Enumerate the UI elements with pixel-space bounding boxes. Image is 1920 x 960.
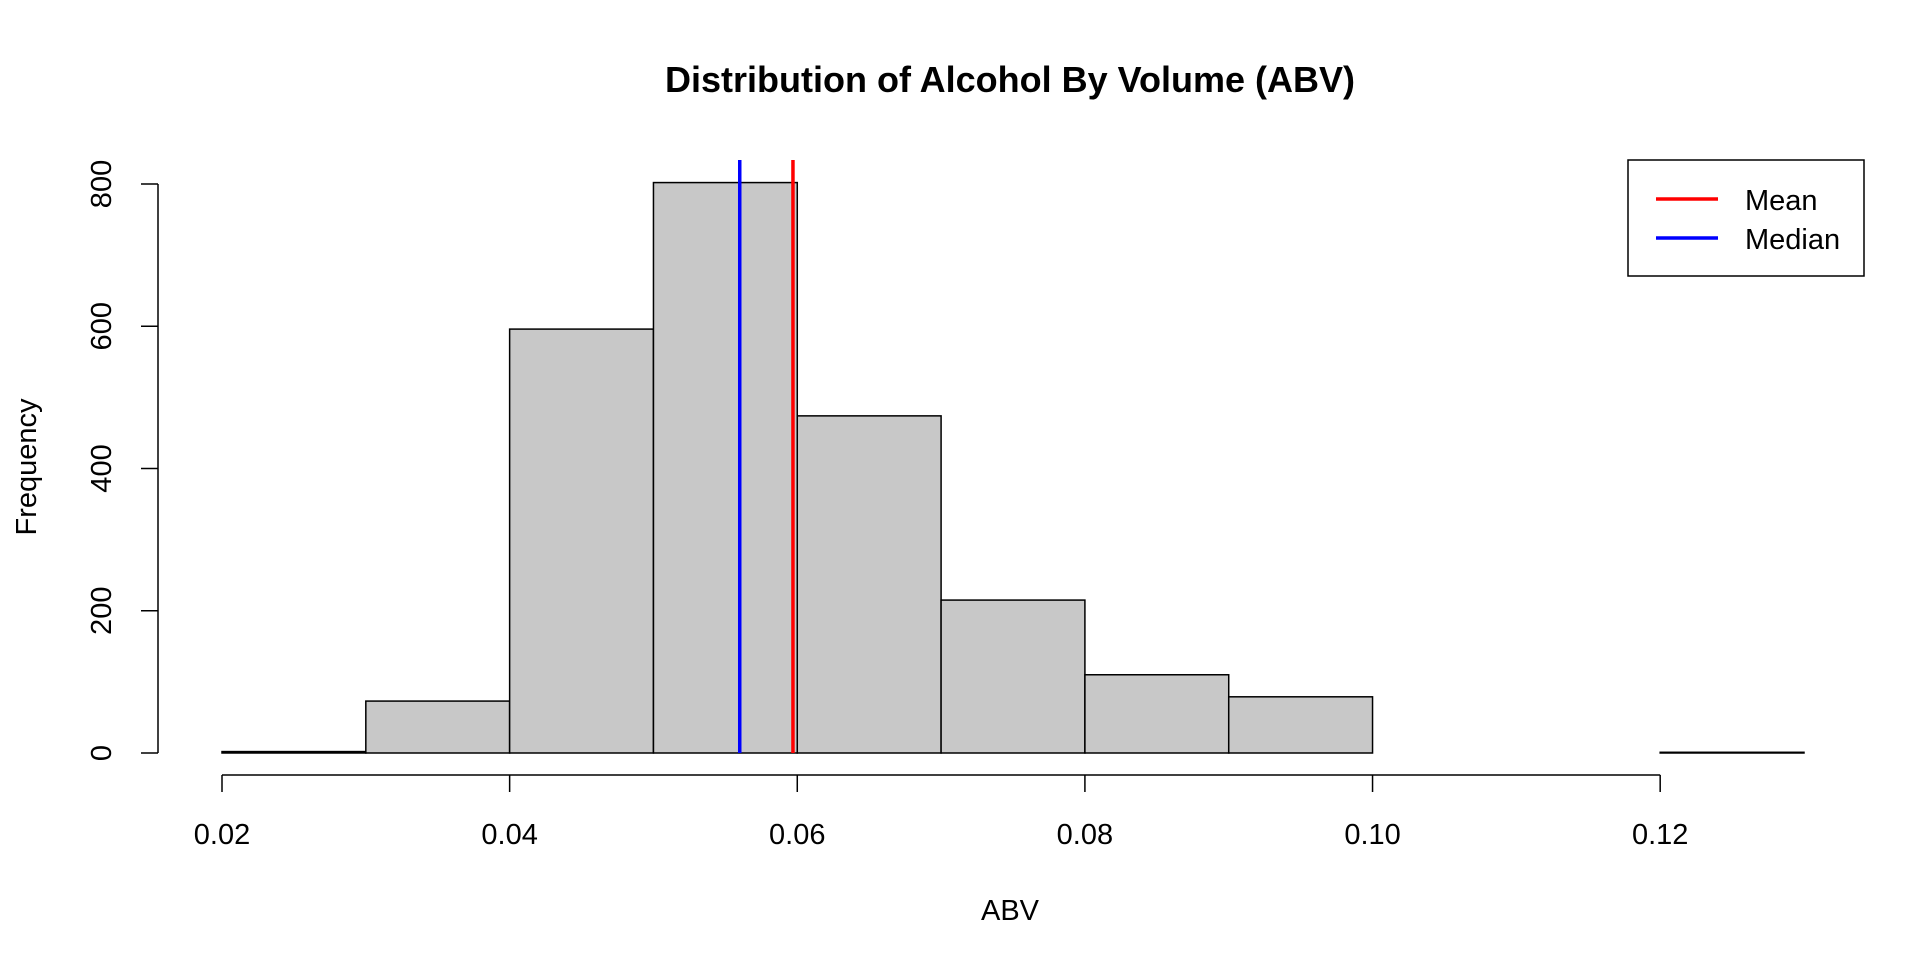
legend-box bbox=[1627, 159, 1865, 277]
histogram-bar-6 bbox=[1084, 674, 1230, 754]
y-tick-label-2: 400 bbox=[86, 444, 118, 492]
legend: Mean Median bbox=[1627, 159, 1865, 277]
legend-label-median: Median bbox=[1745, 224, 1840, 256]
x-tick-label-2: 0.06 bbox=[769, 819, 825, 851]
histogram-bar-7 bbox=[1227, 696, 1374, 754]
x-tick-label-0: 0.02 bbox=[194, 819, 250, 851]
histogram-bars bbox=[221, 181, 1805, 754]
y-tick-label-1: 200 bbox=[86, 587, 118, 635]
histogram-bar-0 bbox=[221, 750, 367, 754]
chart-title: Distribution of Alcohol By Volume (ABV) bbox=[665, 59, 1355, 100]
x-tick-label-1: 0.04 bbox=[481, 819, 537, 851]
histogram-bar-10 bbox=[1659, 751, 1805, 754]
x-axis-label: ABV bbox=[981, 895, 1040, 927]
y-axis: 0 200 400 600 800 bbox=[86, 160, 159, 761]
histogram-bar-4 bbox=[796, 415, 942, 754]
y-tick-label-0: 0 bbox=[86, 745, 118, 761]
histogram-bar-5 bbox=[940, 599, 1086, 754]
legend-label-mean: Mean bbox=[1745, 185, 1818, 217]
y-axis-label: Frequency bbox=[11, 398, 43, 536]
x-tick-label-4: 0.10 bbox=[1344, 819, 1400, 851]
reference-lines bbox=[737, 160, 795, 753]
x-tick-label-5: 0.12 bbox=[1632, 819, 1688, 851]
histogram-bar-3 bbox=[652, 181, 799, 754]
x-tick-label-3: 0.08 bbox=[1057, 819, 1113, 851]
histogram-bar-1 bbox=[365, 700, 511, 754]
y-tick-label-4: 800 bbox=[86, 160, 118, 208]
histogram-bar-2 bbox=[508, 328, 655, 754]
y-tick-label-3: 600 bbox=[86, 302, 118, 350]
x-axis: 0.02 0.04 0.06 0.08 0.10 0.12 bbox=[194, 774, 1688, 851]
